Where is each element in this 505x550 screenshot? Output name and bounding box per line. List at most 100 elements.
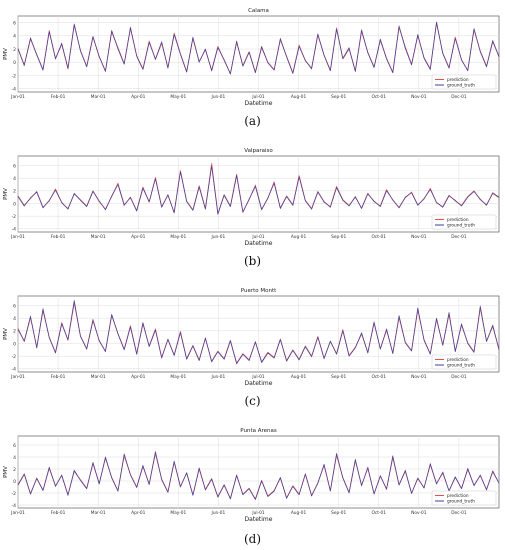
caption-b: (b) <box>243 254 262 268</box>
x-tick-label-aug-01: Aug-01 <box>291 234 307 240</box>
x-tick-label-nov-01: Nov-01 <box>411 234 427 240</box>
x-tick-label-jan-01: Jan-01 <box>10 374 25 380</box>
x-tick-label-mar-01: Mar-01 <box>91 94 106 100</box>
y-axis-label: PMV <box>3 188 9 200</box>
y-tick-label: 4 <box>13 176 16 182</box>
x-tick-label-feb-01: Feb-01 <box>51 94 66 100</box>
x-tick-label-jun-01: Jun-01 <box>211 510 226 516</box>
panel-a: Calama -4 -2 0 2 4 6 Jan-01 Feb-01 Mar-01 Apr-01 Ma… <box>0 0 505 138</box>
legend-box <box>431 74 497 90</box>
x-tick-label-apr-01: Apr-01 <box>131 94 145 100</box>
x-axis-label: Datetime <box>245 240 273 247</box>
chart-calama: Calama -4 -2 0 2 4 6 Jan-01 Feb-01 Mar-01 Apr-01 Ma… <box>3 8 500 107</box>
y-tick-label: 0 <box>13 201 16 207</box>
legend-box <box>431 490 497 506</box>
x-tick-label-mar-01: Mar-01 <box>91 234 106 240</box>
y-tick-label: 6 <box>13 443 16 449</box>
x-tick-label-jan-01: Jan-01 <box>10 234 25 240</box>
y-tick-label: 0 <box>13 341 16 347</box>
chart-punta-arenas: Punta Arenas -4 -2 0 2 4 6 Jan-01 Feb-01 Mar-01 Ap… <box>3 428 500 523</box>
series-line-ground-truth <box>17 165 500 215</box>
y-axis-label: PMV <box>3 48 9 60</box>
x-tick-label-may-01: May-01 <box>170 374 186 380</box>
y-axis-label: PMV <box>3 466 9 478</box>
x-tick-label-jun-01: Jun-01 <box>211 94 226 100</box>
y-tick-label: 6 <box>13 163 16 169</box>
legend-label-prediction: prediction <box>447 493 469 499</box>
x-tick-label-feb-01: Feb-01 <box>51 510 66 516</box>
y-tick-label: 4 <box>13 316 16 322</box>
x-tick-label-jul-01: Jul-01 <box>251 94 264 100</box>
y-tick-label: 0 <box>13 479 16 485</box>
y-tick-label: -2 <box>12 354 17 360</box>
chart-title: Calama <box>248 8 269 14</box>
x-axis-label: Datetime <box>245 380 273 387</box>
x-tick-label-dec-01: Dec-01 <box>451 94 467 100</box>
series-line-ground-truth <box>17 21 500 75</box>
legend-box <box>431 214 497 230</box>
y-tick-label: 6 <box>13 20 16 26</box>
x-tick-label-nov-01: Nov-01 <box>411 94 427 100</box>
y-tick-label: 2 <box>13 47 16 53</box>
x-tick-label-apr-01: Apr-01 <box>131 234 145 240</box>
y-tick-label: 2 <box>13 467 16 473</box>
y-tick-label: 0 <box>13 60 16 66</box>
x-tick-label-jul-01: Jul-01 <box>251 374 264 380</box>
y-tick-label: -4 <box>12 503 17 509</box>
x-tick-label-sep-01: Sep-01 <box>331 510 346 516</box>
chart-title: Valparaiso <box>244 148 273 154</box>
x-tick-label-aug-01: Aug-01 <box>291 374 307 380</box>
x-tick-label-sep-01: Sep-01 <box>331 234 346 240</box>
y-tick-label: 4 <box>13 34 16 40</box>
x-tick-label-mar-01: Mar-01 <box>91 374 106 380</box>
series-line-ground-truth <box>17 451 500 500</box>
x-tick-label-may-01: May-01 <box>170 234 186 240</box>
x-axis-label: Datetime <box>245 100 273 107</box>
x-axis-label: Datetime <box>245 516 273 523</box>
legend-label-ground-truth: ground_truth <box>447 499 475 505</box>
x-tick-label-jul-01: Jul-01 <box>251 234 264 240</box>
x-tick-label-feb-01: Feb-01 <box>51 234 66 240</box>
x-tick-label-oct-01: Oct-01 <box>372 234 387 240</box>
caption-c: (c) <box>244 394 261 408</box>
chart-valparaiso: Valparaiso -4 -2 0 2 4 6 Jan-01 Feb-01 Mar-01 Apr-… <box>3 148 500 247</box>
x-tick-label-jan-01: Jan-01 <box>10 94 25 100</box>
x-tick-label-sep-01: Sep-01 <box>331 94 346 100</box>
y-tick-label: 6 <box>13 303 16 309</box>
y-tick-label: -2 <box>12 214 17 220</box>
y-tick-label: -2 <box>12 491 17 497</box>
x-tick-label-may-01: May-01 <box>170 94 186 100</box>
panel-b: Valparaiso -4 -2 0 2 4 6 Jan-01 Feb-01 Mar-01 Apr-… <box>0 140 505 278</box>
x-tick-label-oct-01: Oct-01 <box>372 94 387 100</box>
y-tick-label: -4 <box>12 227 17 233</box>
x-tick-label-feb-01: Feb-01 <box>51 374 66 380</box>
x-tick-label-dec-01: Dec-01 <box>451 234 467 240</box>
x-tick-label-aug-01: Aug-01 <box>291 510 307 516</box>
x-tick-label-apr-01: Apr-01 <box>131 510 145 516</box>
x-tick-label-dec-01: Dec-01 <box>451 510 467 516</box>
series-line-ground-truth <box>17 300 500 365</box>
caption-d: (d) <box>243 532 262 546</box>
y-tick-label: 2 <box>13 189 16 195</box>
y-tick-label: -4 <box>12 367 17 373</box>
x-tick-label-oct-01: Oct-01 <box>372 374 387 380</box>
panel-c: Puerto Montt -4 -2 0 2 4 6 Jan-01 Feb-01 Mar-01 Ap… <box>0 280 505 418</box>
y-tick-label: -4 <box>12 86 17 92</box>
legend-label-prediction: prediction <box>447 77 469 83</box>
x-tick-label-mar-01: Mar-01 <box>91 510 106 516</box>
x-tick-label-nov-01: Nov-01 <box>411 510 427 516</box>
x-tick-label-aug-01: Aug-01 <box>291 94 307 100</box>
legend-label-ground-truth: ground_truth <box>447 83 475 89</box>
chart-title: Punta Arenas <box>240 428 277 434</box>
y-axis-label: PMV <box>3 328 9 340</box>
y-tick-label: 4 <box>13 455 16 461</box>
x-tick-label-may-01: May-01 <box>170 510 186 516</box>
panel-d: Punta Arenas -4 -2 0 2 4 6 Jan-01 Feb-01 Mar-01 Ap… <box>0 420 505 550</box>
x-tick-label-apr-01: Apr-01 <box>131 374 145 380</box>
legend-label-prediction: prediction <box>447 217 469 223</box>
y-tick-label: 2 <box>13 329 16 335</box>
caption-a: (a) <box>244 114 261 128</box>
x-tick-label-jul-01: Jul-01 <box>251 510 264 516</box>
x-tick-label-nov-01: Nov-01 <box>411 374 427 380</box>
legend-label-prediction: prediction <box>447 357 469 363</box>
